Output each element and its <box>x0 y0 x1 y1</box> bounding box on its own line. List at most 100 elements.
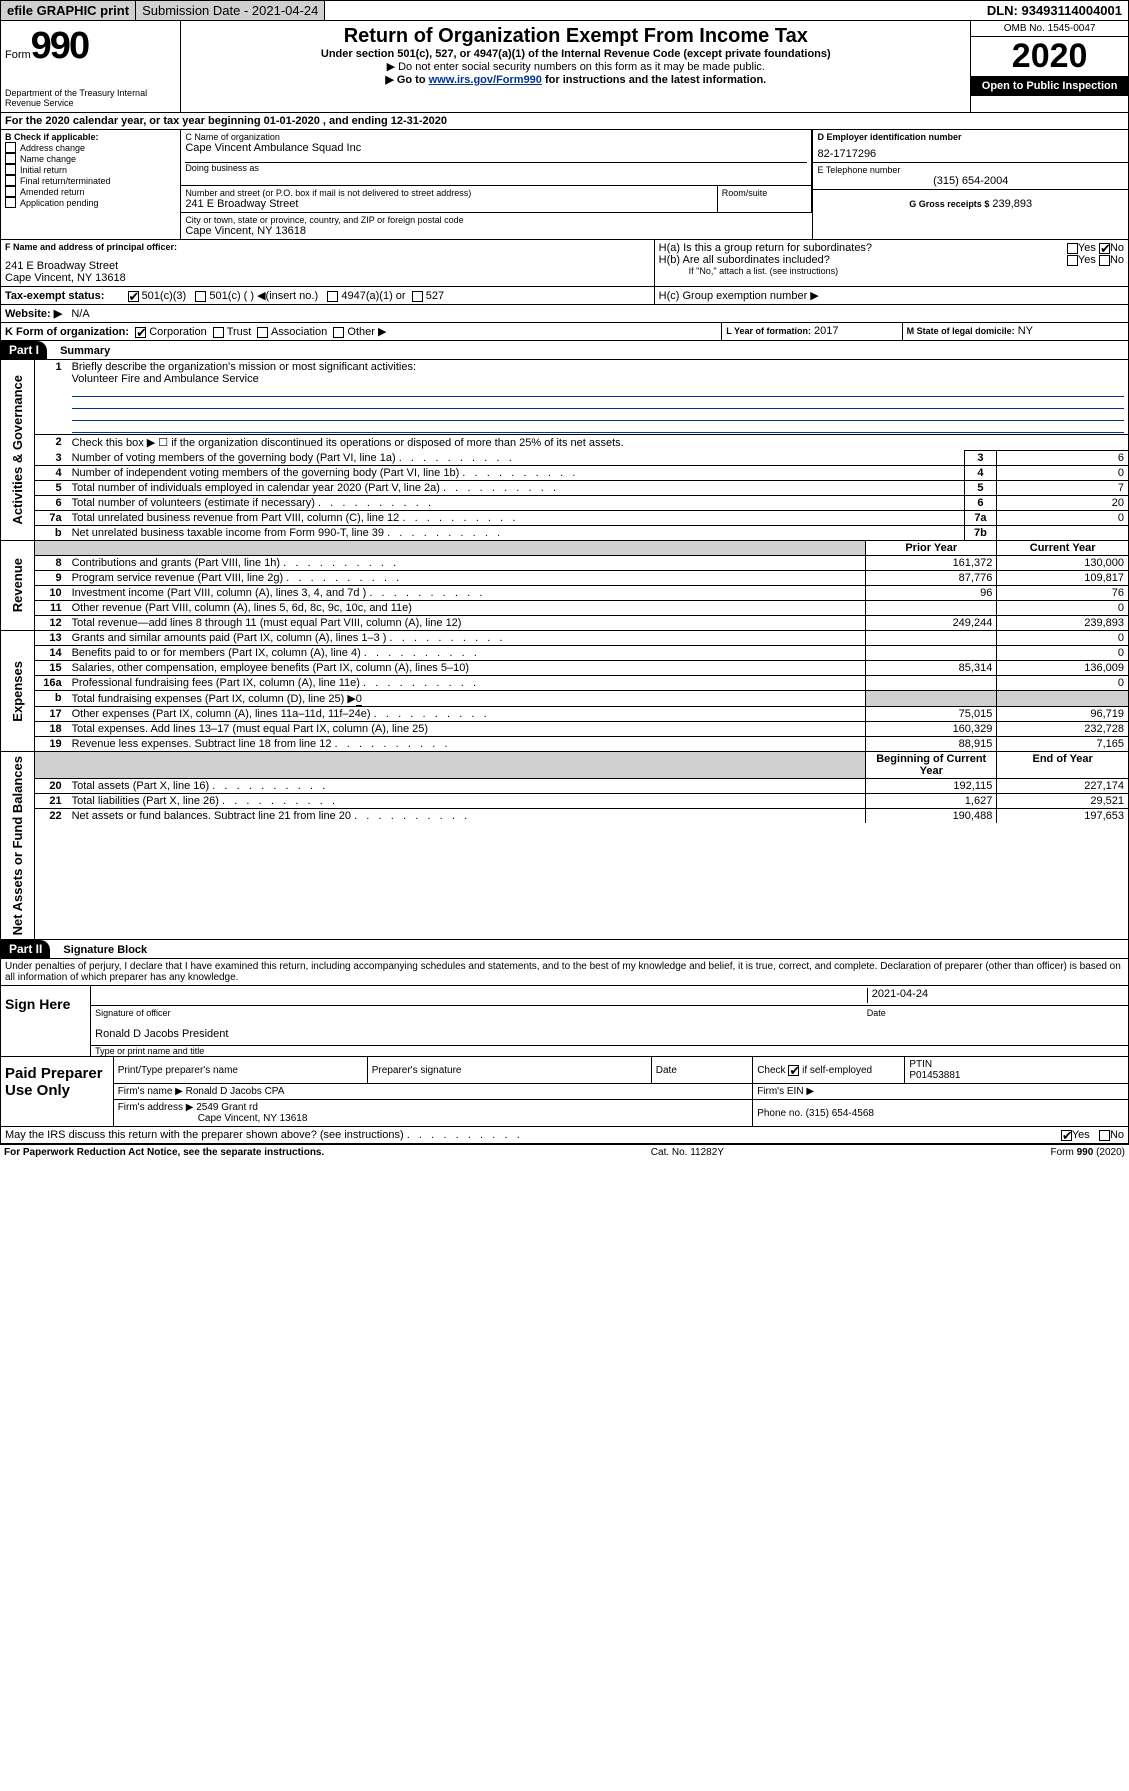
v6: 20 <box>997 496 1128 511</box>
eoy-hdr: End of Year <box>997 752 1128 779</box>
discuss-yes[interactable] <box>1061 1130 1072 1141</box>
paid-preparer-block: Paid Preparer Use Only Print/Type prepar… <box>0 1057 1129 1127</box>
l13-text: Grants and similar amounts paid (Part IX… <box>72 632 503 644</box>
K-label: K Form of organization: <box>5 326 129 338</box>
p9: 87,776 <box>866 571 997 586</box>
cb-name-change[interactable] <box>5 153 16 164</box>
topbar: efile GRAPHIC print Submission Date - 20… <box>0 0 1129 21</box>
part2-title: Signature Block <box>53 944 147 956</box>
cb-501c3[interactable] <box>128 291 139 302</box>
open-inspection: Open to Public Inspection <box>971 76 1128 96</box>
cb-final-return[interactable] <box>5 175 16 186</box>
l9-text: Program service revenue (Part VIII, line… <box>72 572 400 584</box>
p12: 249,244 <box>866 616 997 631</box>
v7b <box>997 526 1128 541</box>
form-subtitle-2: ▶ Do not enter social security numbers o… <box>185 60 966 73</box>
cb-527[interactable] <box>412 291 423 302</box>
l7b-text: Net unrelated business taxable income fr… <box>72 527 501 539</box>
Ha-yes[interactable] <box>1067 243 1078 254</box>
K-L-M-block: K Form of organization: Corporation Trus… <box>0 323 1129 341</box>
cb-501c[interactable] <box>195 291 206 302</box>
c14: 0 <box>997 646 1128 661</box>
irs-link[interactable]: www.irs.gov/Form990 <box>429 74 542 86</box>
cb-application-pending[interactable] <box>5 197 16 208</box>
ptin-hdr: PTIN <box>909 1059 1124 1070</box>
sign-date: 2021-04-24 <box>867 988 1124 1003</box>
officer-addr1: 241 E Broadway Street <box>5 260 650 272</box>
l5-text: Total number of individuals employed in … <box>72 482 556 494</box>
c11: 0 <box>997 601 1128 616</box>
page-footer: For Paperwork Reduction Act Notice, see … <box>0 1144 1129 1160</box>
c17: 96,719 <box>997 707 1128 722</box>
dept-treasury: Department of the Treasury Internal Reve… <box>5 88 176 108</box>
org-city: Cape Vincent, NY 13618 <box>185 225 808 237</box>
efile-button[interactable]: efile GRAPHIC print <box>1 1 136 20</box>
p10: 96 <box>866 586 997 601</box>
l18-text: Total expenses. Add lines 13–17 (must eq… <box>68 722 866 737</box>
c22: 197,653 <box>997 809 1128 824</box>
p20: 192,115 <box>866 779 997 794</box>
p17: 75,015 <box>866 707 997 722</box>
I-label: Tax-exempt status: <box>5 290 104 302</box>
c10: 76 <box>997 586 1128 601</box>
c21: 29,521 <box>997 794 1128 809</box>
form-number: 990 <box>31 25 88 67</box>
Ha-no[interactable] <box>1099 243 1110 254</box>
year-formation: 2017 <box>814 325 838 337</box>
l14-text: Benefits paid to or for members (Part IX… <box>72 647 477 659</box>
firm-name-value: Ronald D Jacobs CPA <box>186 1086 285 1097</box>
c8: 130,000 <box>997 556 1128 571</box>
part1-label: Part I <box>1 341 47 359</box>
l20-text: Total assets (Part X, line 16) <box>72 780 326 792</box>
phone-value: (315) 654-2004 <box>817 175 1124 187</box>
org-address: 241 E Broadway Street <box>185 198 712 210</box>
firm-addr-label: Firm's address ▶ <box>118 1102 194 1113</box>
gross-receipts-value: 239,893 <box>992 198 1032 210</box>
vtab-ag: Activities & Governance <box>8 371 27 529</box>
tax-year: 2020 <box>971 37 1128 76</box>
l1-text: Briefly describe the organization's miss… <box>72 361 416 373</box>
l17-text: Other expenses (Part IX, column (A), lin… <box>72 708 487 720</box>
discuss-no[interactable] <box>1099 1130 1110 1141</box>
c20: 227,174 <box>997 779 1128 794</box>
cb-amended-return[interactable] <box>5 186 16 197</box>
Ha-label: H(a) Is this a group return for subordin… <box>659 242 938 254</box>
p8: 161,372 <box>866 556 997 571</box>
Hb-yes[interactable] <box>1067 255 1078 266</box>
l4-text: Number of independent voting members of … <box>72 467 576 479</box>
cb-4947[interactable] <box>327 291 338 302</box>
vtab-na: Net Assets or Fund Balances <box>8 752 27 939</box>
cb-assoc[interactable] <box>257 327 268 338</box>
p14 <box>866 646 997 661</box>
cb-self-employed[interactable] <box>788 1065 799 1076</box>
v16b: 0 <box>356 693 362 706</box>
cb-initial-return[interactable] <box>5 164 16 175</box>
p11 <box>866 601 997 616</box>
Hb-no[interactable] <box>1099 255 1110 266</box>
current-year-hdr: Current Year <box>997 541 1128 556</box>
cb-other[interactable] <box>333 327 344 338</box>
ein-value: 82-1717296 <box>817 148 1124 160</box>
c12: 239,893 <box>997 616 1128 631</box>
officer-name: Ronald D Jacobs President <box>95 1028 228 1043</box>
type-name-label: Type or print name and title <box>91 1046 1128 1056</box>
v5: 7 <box>997 481 1128 496</box>
p22: 190,488 <box>866 809 997 824</box>
form-subtitle-1: Under section 501(c), 527, or 4947(a)(1)… <box>185 48 966 60</box>
cb-address-change[interactable] <box>5 142 16 153</box>
c15: 136,009 <box>997 661 1128 676</box>
sig-officer-label: Signature of officer <box>95 1008 867 1024</box>
principal-officer-label: F Name and address of principal officer: <box>5 242 650 252</box>
firm-phone-label: Phone no. <box>757 1108 803 1119</box>
cb-trust[interactable] <box>213 327 224 338</box>
prior-year-hdr: Prior Year <box>866 541 997 556</box>
c18: 232,728 <box>997 722 1128 737</box>
cb-corp[interactable] <box>135 327 146 338</box>
v4: 0 <box>997 466 1128 481</box>
c16a: 0 <box>997 676 1128 691</box>
form-footer: Form 990 (2020) <box>1051 1147 1125 1158</box>
discuss-question: May the IRS discuss this return with the… <box>5 1129 520 1141</box>
officer-addr2: Cape Vincent, NY 13618 <box>5 272 650 284</box>
room-label: Room/suite <box>722 188 808 198</box>
firm-ein-label: Firm's EIN ▶ <box>753 1084 1128 1100</box>
